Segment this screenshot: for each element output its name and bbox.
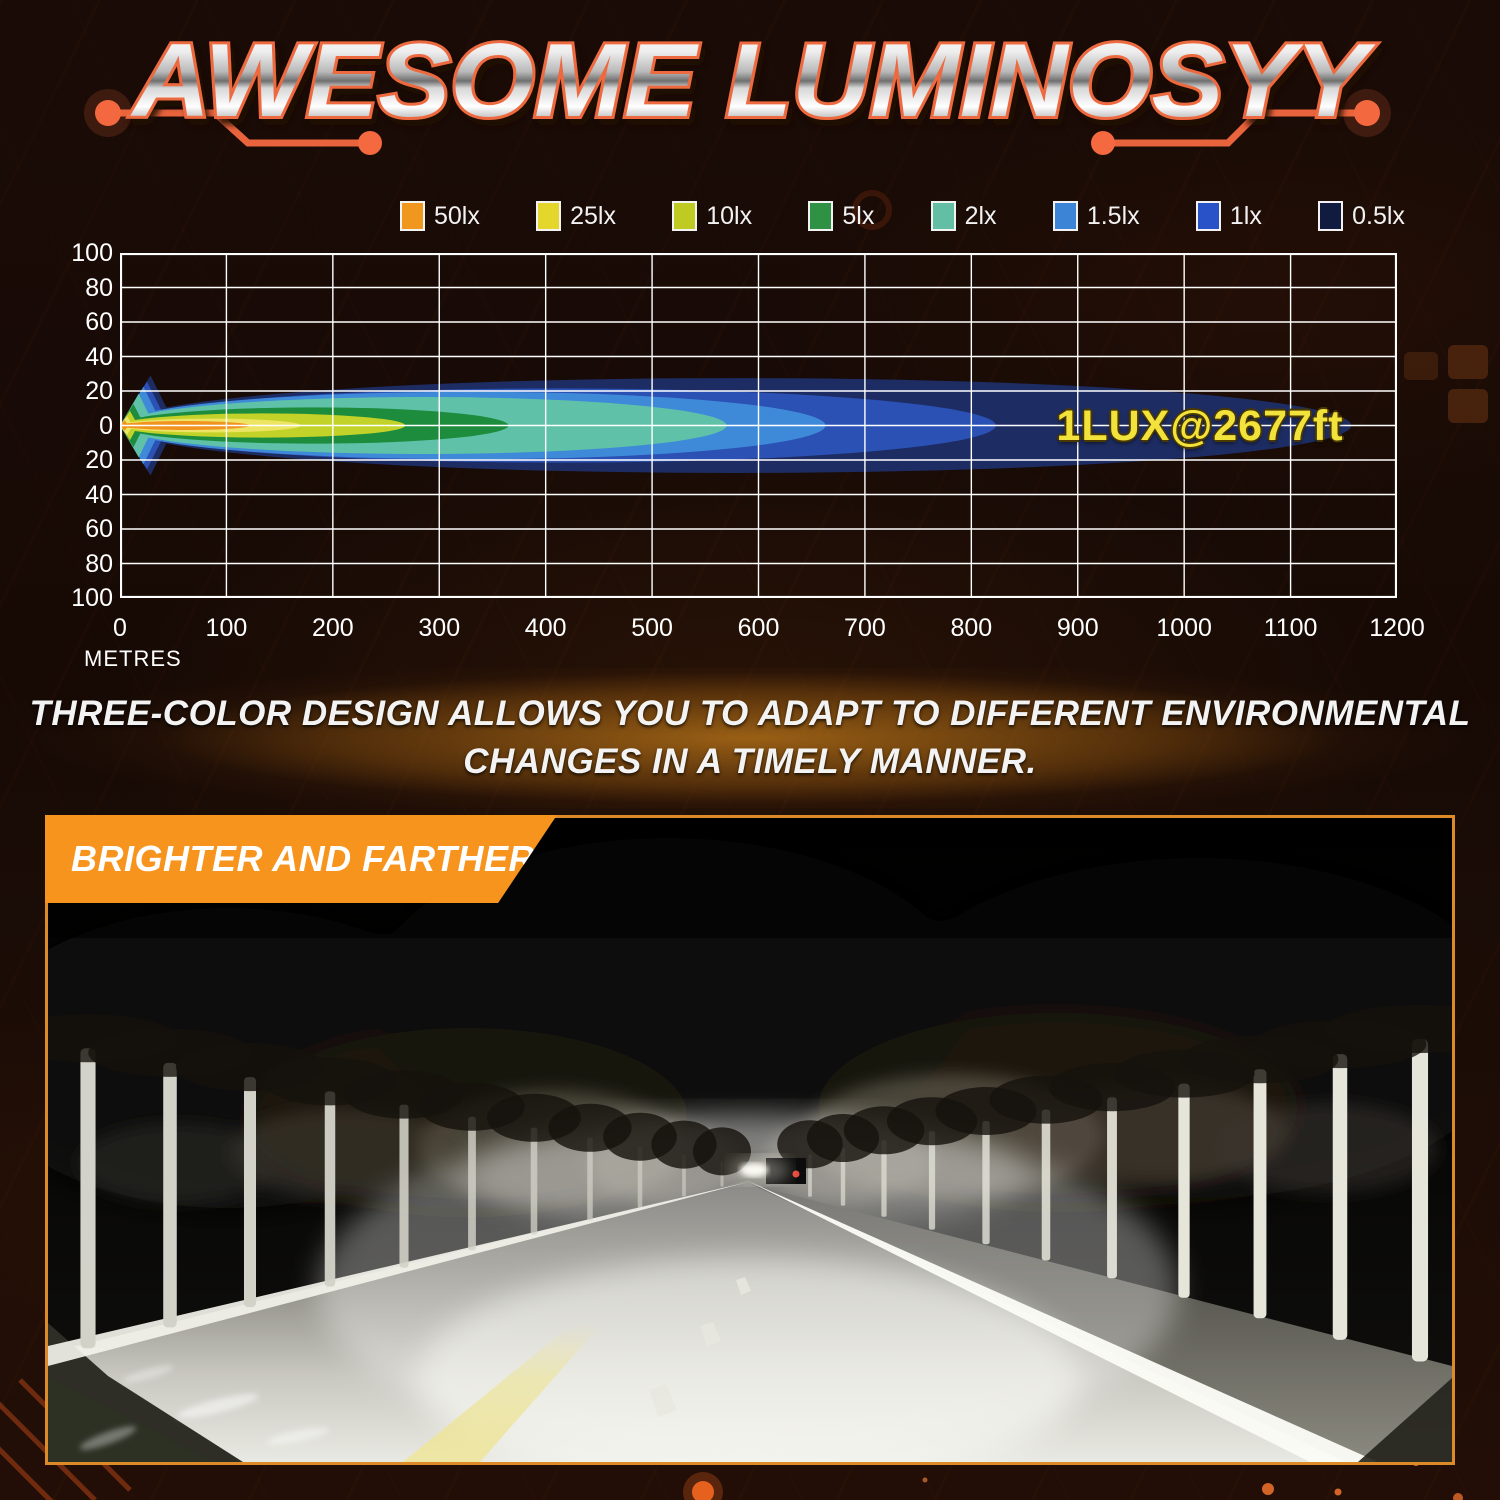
y-tick-label: 40 <box>85 480 113 509</box>
legend-label: 10lx <box>706 201 753 230</box>
beam-chart-plot <box>119 252 1398 599</box>
legend-swatch-10lx <box>672 201 698 231</box>
legend-label: 2lx <box>964 201 997 230</box>
lux-distance-annotation: 1LUX@2677ft <box>1056 402 1344 450</box>
distant-vehicle <box>730 1156 806 1184</box>
legend-item-50lx: 50lx <box>400 201 480 231</box>
legend-label: 50lx <box>434 201 480 230</box>
x-tick-label: 0 <box>113 614 127 642</box>
x-tick-label: 700 <box>844 614 886 642</box>
brighter-farther-banner: BRIGHTER AND FARTHER <box>45 815 557 903</box>
right-edge-line <box>750 1182 1378 1462</box>
ember-particles <box>683 1437 1463 1500</box>
circuit-dot <box>1354 100 1380 126</box>
y-tick-label: 100 <box>71 239 113 267</box>
circuit-dot <box>358 131 382 155</box>
legend-label: 1lx <box>1229 201 1262 230</box>
x-tick-label: 1000 <box>1156 614 1212 642</box>
x-tick-label: 1100 <box>1263 614 1318 642</box>
legend-swatch-1.5lx <box>1052 201 1078 231</box>
tagline-line2: CHANGES IN A TIMELY MANNER. <box>463 742 1037 781</box>
road-glow-hot <box>418 1258 1078 1462</box>
legend-swatch-0.5lx <box>1318 201 1344 231</box>
circuit-dot <box>1091 131 1115 155</box>
y-tick-label: 0 <box>99 411 113 440</box>
night-road-scene <box>48 818 1452 1462</box>
night-road-photo-panel: BRIGHTER AND FARTHER <box>45 815 1455 1465</box>
x-axis-labels: 0 100 200 300 400 500 600 700 800 900 1000 1100 1200 <box>0 614 1500 644</box>
legend-swatch-50lx <box>400 201 425 231</box>
circuit-glow <box>84 89 1391 137</box>
tree-trunk <box>777 1120 843 1197</box>
legend-label: 0.5lx <box>1352 201 1405 230</box>
x-tick-label: 600 <box>737 614 780 642</box>
legend-item-1lx: 1lx <box>1195 201 1262 231</box>
y-tick-label: 60 <box>85 515 113 543</box>
page-title: AWESOME LUMINOSYY <box>129 23 1376 139</box>
x-tick-label: 1200 <box>1369 614 1425 642</box>
banner-label: BRIGHTER AND FARTHER <box>71 838 536 879</box>
circuit-ring <box>852 190 892 230</box>
yellow-lane-line <box>403 1288 633 1462</box>
legend-label: 5lx <box>842 201 875 230</box>
circuit-dot <box>95 100 121 126</box>
y-axis-labels: 100 80 60 40 20 0 20 40 60 80 100 <box>55 239 113 612</box>
circuit-pads-right <box>1404 345 1488 423</box>
legend-label: 25lx <box>570 201 616 230</box>
chart-legend: 50lx 25lx 10lx 5lx 2lx 1.5lx 1lx 0.5lx <box>400 197 1405 235</box>
y-tick-label: 40 <box>85 342 113 371</box>
legend-swatch-2lx <box>930 201 956 231</box>
x-tick-label: 500 <box>631 614 673 642</box>
y-tick-label: 20 <box>85 377 113 405</box>
left-edge-line <box>48 1182 748 1366</box>
tagline: THREE-COLOR DESIGN ALLOWS YOU TO ADAPT T… <box>0 690 1500 786</box>
x-tick-label: 200 <box>311 614 354 642</box>
chart-border <box>119 252 1398 599</box>
legend-item-0.5lx: 0.5lx <box>1318 201 1405 231</box>
legend-item-10lx: 10lx <box>672 201 752 231</box>
x-tick-label: 400 <box>524 614 567 642</box>
x-tick-label: 900 <box>1056 614 1099 642</box>
y-tick-label: 80 <box>85 273 113 302</box>
y-tick-label: 20 <box>85 446 113 474</box>
x-tick-label: 300 <box>418 614 461 642</box>
y-tick-label: 80 <box>85 549 113 578</box>
legend-item-1.5lx: 1.5lx <box>1052 201 1140 231</box>
y-tick-label: 60 <box>85 308 113 336</box>
page-title-wrap: AWESOME LUMINOSYY <box>0 8 1500 158</box>
circuit-trace-right <box>1103 109 1367 147</box>
x-axis-title: METRES <box>84 646 182 671</box>
amber-glow-band <box>0 668 1500 808</box>
x-tick-label: 100 <box>205 614 248 642</box>
center-dashes <box>649 1277 751 1417</box>
legend-swatch-1lx <box>1195 201 1221 231</box>
corner-shade-right <box>1358 1378 1452 1462</box>
legend-label: 1.5lx <box>1086 201 1140 230</box>
x-tick-label: 800 <box>950 614 993 642</box>
circuit-trace-left <box>108 109 370 147</box>
tagline-line1: THREE-COLOR DESIGN ALLOWS YOU TO ADAPT T… <box>29 694 1471 733</box>
puddle-reflections <box>79 1365 330 1450</box>
legend-swatch-5lx <box>808 201 834 231</box>
legend-swatch-25lx <box>536 201 562 231</box>
legend-item-5lx: 5lx <box>808 201 874 231</box>
legend-item-25lx: 25lx <box>536 201 616 231</box>
y-tick-label: 100 <box>71 584 113 612</box>
legend-item-2lx: 2lx <box>930 201 997 231</box>
